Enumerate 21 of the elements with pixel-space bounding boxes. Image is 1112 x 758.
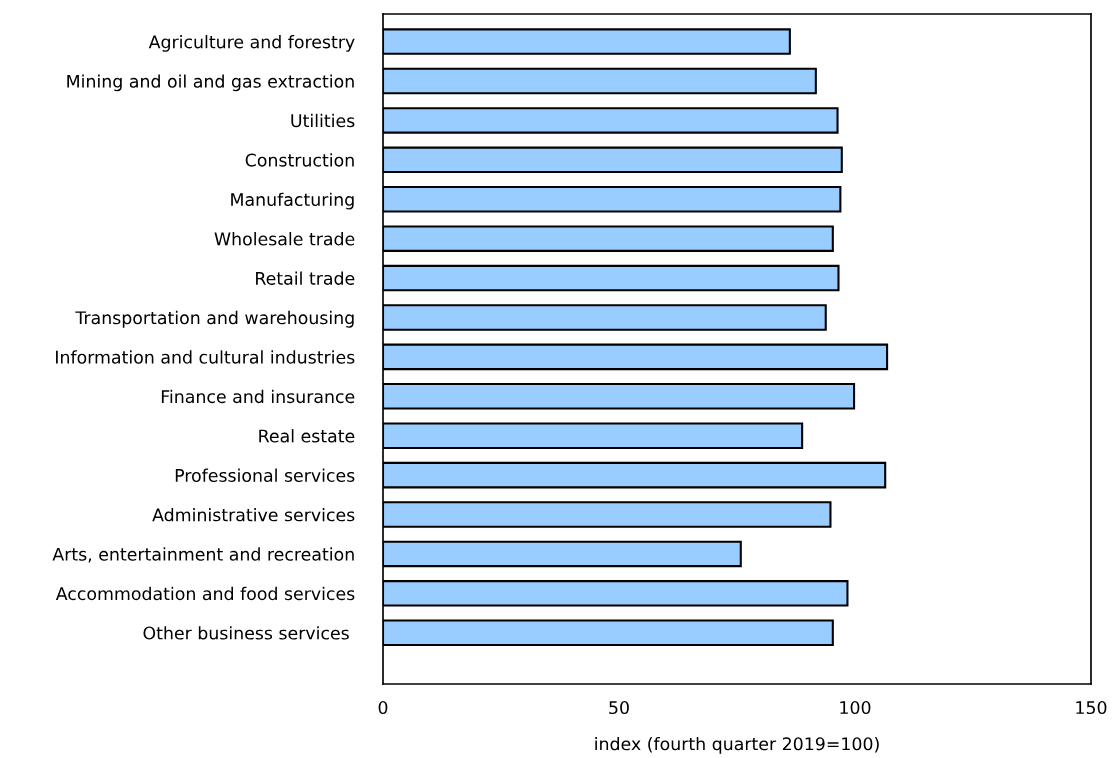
y-tick-label: Construction — [245, 153, 354, 167]
y-tick-label: Arts, entertainment and recreation — [52, 547, 354, 563]
y-tick-label: Real estate — [259, 429, 355, 443]
x-tick-label: 50 — [609, 700, 629, 715]
y-tick-label: Accommodation and food services — [55, 586, 355, 601]
y-tick-label: Finance and insurance — [161, 389, 355, 404]
x-axis-title: index (fourth quarter 2019=100) — [595, 736, 879, 754]
y-tick-label: Manufacturing — [231, 192, 354, 210]
y-tick-label: Information and cultural industries — [56, 350, 355, 364]
y-tick-label: Wholesale trade — [214, 232, 355, 246]
x-tick-label: 0 — [378, 700, 388, 715]
y-tick-label: Mining and oil and gas extraction — [67, 74, 354, 92]
y-tick-label: Agriculture and forestry — [148, 34, 355, 52]
y-tick-label: Administrative services — [152, 507, 355, 522]
y-tick-label: Utilities — [291, 113, 355, 128]
y-tick-label: Retail trade — [256, 271, 355, 285]
x-tick-label: 100 — [840, 700, 871, 715]
y-tick-label: Professional services — [175, 468, 355, 482]
x-tick-label: 150 — [1076, 700, 1107, 715]
y-tick-label: Other business services — [143, 626, 349, 640]
y-tick-label: Transportation and warehousing — [75, 310, 354, 328]
